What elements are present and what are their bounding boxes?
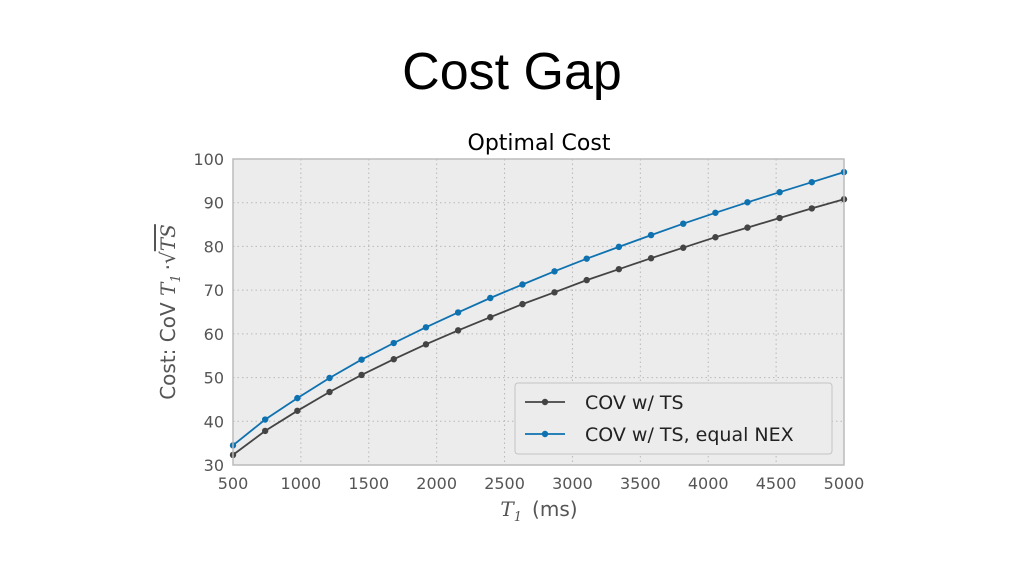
x-tick-labels: 500 1000 1500 2000 2500 3000 3500 4000 4500 5000 [218, 474, 865, 493]
y-axis-radicand: TS [156, 224, 180, 251]
legend-marker [541, 430, 549, 438]
y-axis-subscript: 1 [169, 274, 184, 282]
legend: COV w/ TS COV w/ TS, equal NEX [514, 382, 833, 455]
data-point [583, 255, 590, 262]
x-axis-unit: (ms) [532, 497, 578, 521]
x-tick-label: 5000 [824, 474, 865, 493]
x-axis-label: T1 (ms) [500, 497, 577, 525]
data-point [776, 189, 783, 196]
y-tick-label: 40 [204, 412, 224, 431]
plot-frame [232, 158, 845, 466]
data-point [294, 394, 301, 402]
slide-title: Cost Gap [402, 43, 622, 101]
x-tick-label: 4000 [688, 474, 729, 493]
y-tick-label: 90 [204, 194, 224, 213]
data-point [294, 407, 301, 414]
data-point [808, 205, 816, 212]
y-tick-label: 50 [204, 369, 224, 388]
x-axis-symbol: T [500, 497, 515, 521]
data-point [326, 388, 333, 396]
x-tick-label: 3500 [620, 474, 661, 493]
data-point [776, 214, 783, 222]
data-point [808, 178, 816, 186]
data-point [390, 356, 397, 363]
x-axis-subscript: 1 [514, 510, 522, 525]
y-axis-suffix: ·√ [156, 251, 180, 270]
data-point [422, 324, 430, 331]
data-point [487, 314, 494, 321]
y-tick-label: 30 [204, 456, 224, 475]
data-point [583, 276, 590, 284]
data-point [454, 327, 462, 334]
data-point [680, 220, 687, 227]
data-point [261, 427, 269, 435]
x-tick-label: 2000 [416, 474, 457, 493]
data-point [261, 416, 269, 423]
data-point [326, 374, 333, 382]
x-tick-label: 2500 [484, 474, 525, 493]
data-point [647, 255, 655, 262]
y-axis-prefix: Cost: CoV [156, 296, 180, 400]
data-point [487, 294, 494, 302]
x-tick-label: 1000 [281, 474, 322, 493]
data-point [551, 289, 558, 296]
y-tick-label: 60 [204, 325, 224, 344]
data-point [744, 224, 751, 231]
legend-marker [541, 398, 549, 406]
data-point [712, 209, 719, 216]
series-layer [229, 168, 848, 459]
series-line [232, 198, 845, 456]
data-point [615, 243, 623, 251]
legend-box [514, 382, 833, 455]
data-point [744, 199, 751, 206]
legend-label: COV w/ TS [585, 392, 684, 414]
chart-title: Optimal Cost [468, 131, 611, 156]
y-tick-labels: 30 40 50 60 70 80 90 100 [193, 150, 224, 475]
data-point [647, 231, 655, 239]
y-axis-label: Cost: CoV T1 ·√TS [156, 224, 184, 400]
data-point [358, 356, 365, 363]
x-tick-label: 3000 [552, 474, 593, 493]
data-point [358, 371, 365, 379]
series-2 [229, 168, 848, 449]
data-point [680, 244, 687, 251]
data-point [390, 339, 397, 347]
x-tick-label: 1500 [348, 474, 389, 493]
series-line [232, 171, 845, 447]
data-point [712, 234, 719, 241]
series-1 [229, 196, 848, 459]
data-point [422, 341, 430, 348]
y-tick-label: 70 [204, 281, 224, 300]
data-point [519, 300, 526, 308]
y-axis-symbol: T [156, 281, 180, 296]
legend-label: COV w/ TS, equal NEX [585, 424, 794, 446]
data-point [454, 309, 462, 316]
data-point [615, 265, 623, 273]
data-point [519, 281, 526, 288]
x-tick-label: 500 [218, 474, 249, 493]
y-tick-label: 80 [204, 237, 224, 256]
y-tick-label: 100 [193, 150, 224, 169]
data-point [551, 268, 558, 275]
x-tick-label: 4500 [756, 474, 797, 493]
